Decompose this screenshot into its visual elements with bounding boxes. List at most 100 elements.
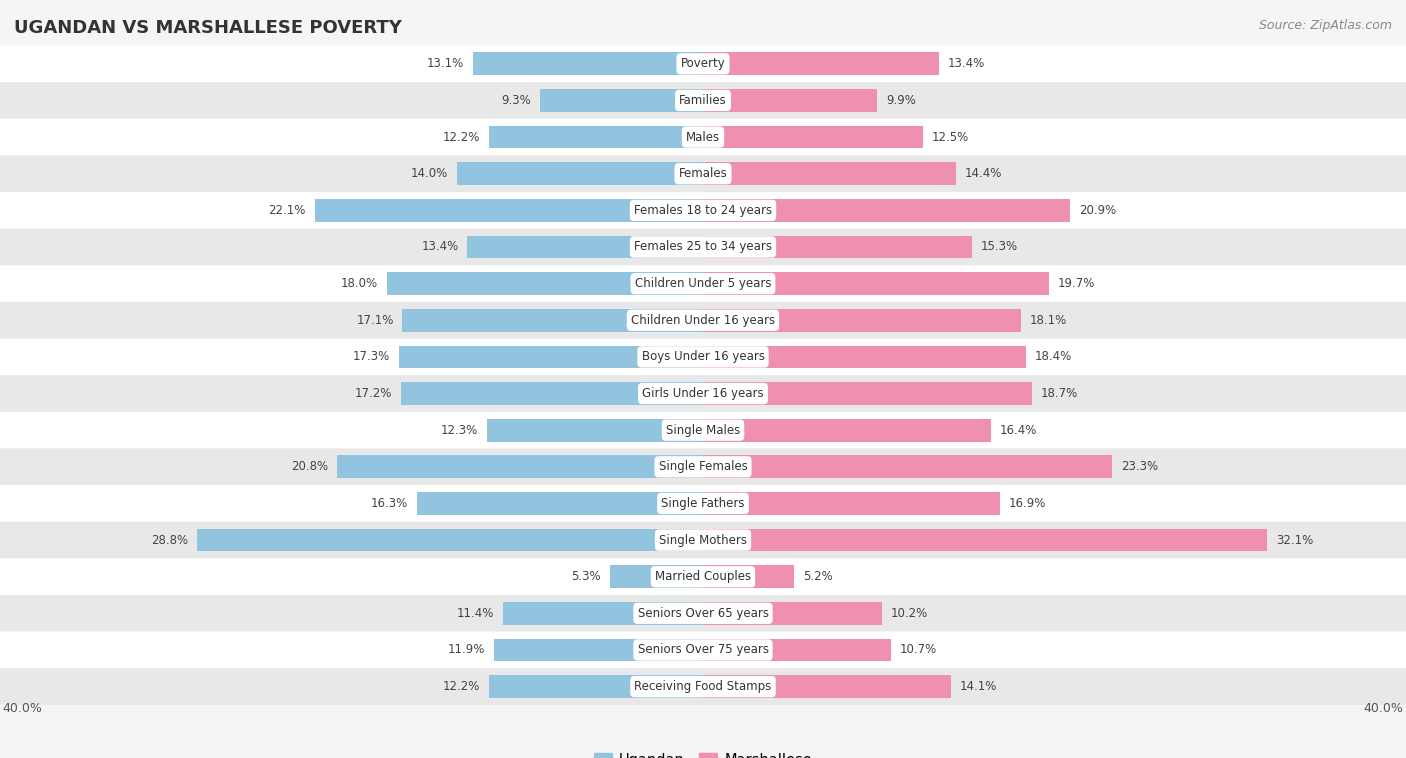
Text: 12.2%: 12.2% bbox=[443, 680, 479, 693]
Text: 13.4%: 13.4% bbox=[948, 58, 984, 70]
Bar bbox=[703, 272, 1049, 295]
Bar bbox=[610, 565, 703, 588]
Bar bbox=[486, 419, 703, 441]
Text: Families: Families bbox=[679, 94, 727, 107]
Text: 16.3%: 16.3% bbox=[371, 497, 408, 510]
Text: 32.1%: 32.1% bbox=[1277, 534, 1313, 547]
Text: 19.7%: 19.7% bbox=[1057, 277, 1095, 290]
Text: 13.4%: 13.4% bbox=[422, 240, 458, 253]
Bar bbox=[399, 346, 703, 368]
Text: 11.4%: 11.4% bbox=[457, 607, 494, 620]
Bar bbox=[494, 639, 703, 661]
Bar bbox=[703, 639, 891, 661]
Text: 20.9%: 20.9% bbox=[1080, 204, 1116, 217]
Text: 12.5%: 12.5% bbox=[932, 130, 969, 143]
FancyBboxPatch shape bbox=[0, 45, 1406, 82]
Text: 5.3%: 5.3% bbox=[571, 570, 602, 583]
FancyBboxPatch shape bbox=[0, 302, 1406, 339]
Bar bbox=[703, 236, 972, 258]
Text: 9.9%: 9.9% bbox=[886, 94, 915, 107]
Bar bbox=[703, 309, 1021, 331]
Text: Seniors Over 75 years: Seniors Over 75 years bbox=[637, 644, 769, 656]
Bar bbox=[703, 52, 939, 75]
Text: 18.1%: 18.1% bbox=[1029, 314, 1067, 327]
FancyBboxPatch shape bbox=[0, 449, 1406, 485]
FancyBboxPatch shape bbox=[0, 412, 1406, 449]
Bar bbox=[703, 346, 1026, 368]
FancyBboxPatch shape bbox=[0, 522, 1406, 559]
Text: Single Males: Single Males bbox=[666, 424, 740, 437]
Text: 40.0%: 40.0% bbox=[3, 702, 42, 716]
Text: Males: Males bbox=[686, 130, 720, 143]
Bar bbox=[703, 89, 877, 111]
Bar bbox=[703, 456, 1112, 478]
Bar bbox=[416, 492, 703, 515]
Bar bbox=[703, 675, 950, 698]
Bar bbox=[703, 162, 956, 185]
Text: 18.4%: 18.4% bbox=[1035, 350, 1073, 363]
FancyBboxPatch shape bbox=[0, 485, 1406, 522]
Bar bbox=[703, 492, 1000, 515]
Bar bbox=[703, 382, 1032, 405]
Bar bbox=[472, 52, 703, 75]
Text: 17.1%: 17.1% bbox=[356, 314, 394, 327]
Bar bbox=[387, 272, 703, 295]
Text: 16.4%: 16.4% bbox=[1000, 424, 1038, 437]
FancyBboxPatch shape bbox=[0, 229, 1406, 265]
Text: 9.3%: 9.3% bbox=[501, 94, 531, 107]
Text: Single Fathers: Single Fathers bbox=[661, 497, 745, 510]
Text: Girls Under 16 years: Girls Under 16 years bbox=[643, 387, 763, 400]
Text: Boys Under 16 years: Boys Under 16 years bbox=[641, 350, 765, 363]
Bar bbox=[401, 382, 703, 405]
Text: Poverty: Poverty bbox=[681, 58, 725, 70]
Text: 17.3%: 17.3% bbox=[353, 350, 391, 363]
Text: 17.2%: 17.2% bbox=[354, 387, 392, 400]
Text: 12.3%: 12.3% bbox=[441, 424, 478, 437]
Text: 14.0%: 14.0% bbox=[411, 168, 449, 180]
Text: Receiving Food Stamps: Receiving Food Stamps bbox=[634, 680, 772, 693]
Text: 5.2%: 5.2% bbox=[803, 570, 832, 583]
Bar bbox=[540, 89, 703, 111]
Text: Children Under 5 years: Children Under 5 years bbox=[634, 277, 772, 290]
Legend: Ugandan, Marshallese: Ugandan, Marshallese bbox=[588, 747, 818, 758]
Text: Single Females: Single Females bbox=[658, 460, 748, 473]
Bar bbox=[489, 126, 703, 149]
Bar bbox=[703, 565, 794, 588]
FancyBboxPatch shape bbox=[0, 339, 1406, 375]
Text: Single Mothers: Single Mothers bbox=[659, 534, 747, 547]
Bar bbox=[315, 199, 703, 221]
Bar bbox=[703, 126, 922, 149]
Text: 18.0%: 18.0% bbox=[340, 277, 378, 290]
FancyBboxPatch shape bbox=[0, 669, 1406, 705]
Bar bbox=[197, 529, 703, 551]
FancyBboxPatch shape bbox=[0, 192, 1406, 229]
Text: UGANDAN VS MARSHALLESE POVERTY: UGANDAN VS MARSHALLESE POVERTY bbox=[14, 19, 402, 37]
Text: 11.9%: 11.9% bbox=[447, 644, 485, 656]
Text: 40.0%: 40.0% bbox=[1364, 702, 1403, 716]
FancyBboxPatch shape bbox=[0, 631, 1406, 669]
Bar bbox=[503, 602, 703, 625]
FancyBboxPatch shape bbox=[0, 119, 1406, 155]
Bar bbox=[703, 602, 883, 625]
Text: Source: ZipAtlas.com: Source: ZipAtlas.com bbox=[1258, 19, 1392, 32]
FancyBboxPatch shape bbox=[0, 265, 1406, 302]
Text: 10.7%: 10.7% bbox=[900, 644, 936, 656]
FancyBboxPatch shape bbox=[0, 155, 1406, 192]
FancyBboxPatch shape bbox=[0, 82, 1406, 119]
Text: Seniors Over 65 years: Seniors Over 65 years bbox=[637, 607, 769, 620]
Text: 14.1%: 14.1% bbox=[960, 680, 997, 693]
Text: 23.3%: 23.3% bbox=[1122, 460, 1159, 473]
Bar bbox=[467, 236, 703, 258]
Text: 10.2%: 10.2% bbox=[891, 607, 928, 620]
Text: Children Under 16 years: Children Under 16 years bbox=[631, 314, 775, 327]
Bar bbox=[703, 199, 1070, 221]
FancyBboxPatch shape bbox=[0, 375, 1406, 412]
Text: 15.3%: 15.3% bbox=[981, 240, 1018, 253]
Bar bbox=[703, 419, 991, 441]
Text: 22.1%: 22.1% bbox=[269, 204, 307, 217]
FancyBboxPatch shape bbox=[0, 559, 1406, 595]
Bar bbox=[337, 456, 703, 478]
Bar bbox=[402, 309, 703, 331]
Text: Married Couples: Married Couples bbox=[655, 570, 751, 583]
Text: 20.8%: 20.8% bbox=[291, 460, 329, 473]
